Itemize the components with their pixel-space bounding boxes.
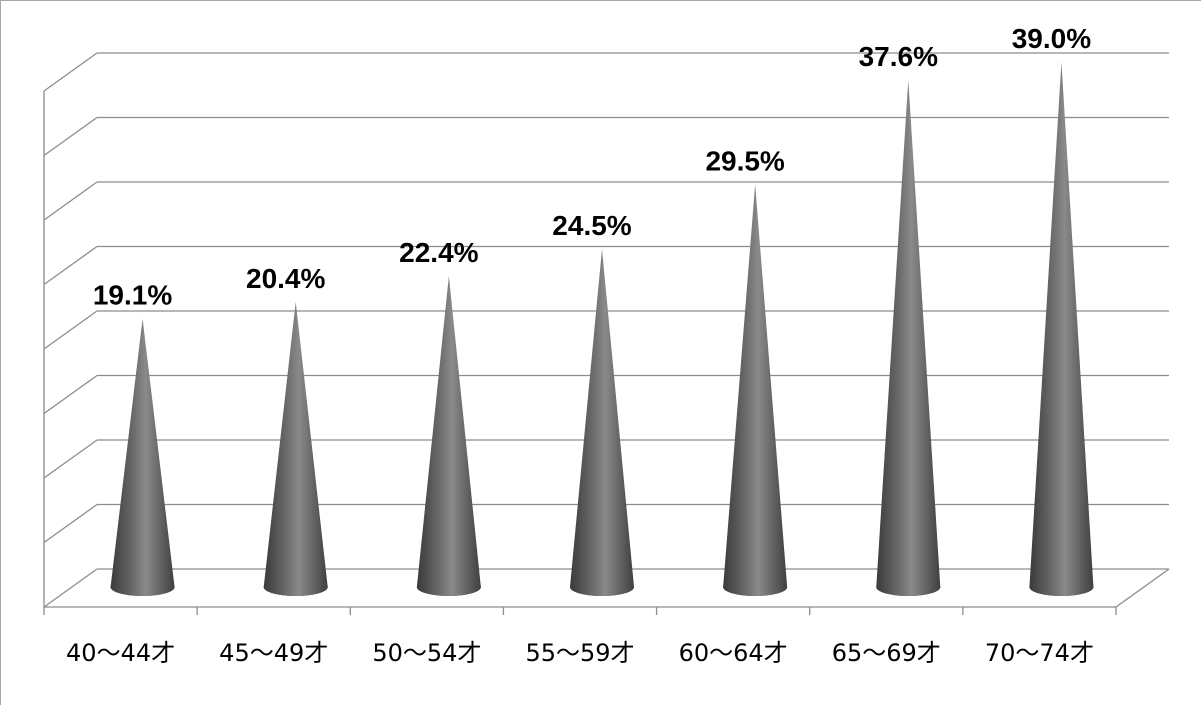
cone-bar [1029, 61, 1094, 596]
cone-body [876, 79, 941, 596]
data-label: 24.5% [552, 210, 631, 241]
cone-bar [570, 248, 634, 596]
data-label: 29.5% [705, 145, 784, 176]
cone-body [416, 276, 481, 596]
side-gridline [43, 503, 98, 544]
category-label: 70〜74才 [985, 639, 1094, 667]
cone-bar [263, 301, 328, 596]
category-label: 65〜69才 [832, 639, 941, 667]
category-label: 55〜59才 [525, 639, 634, 667]
side-gridline [43, 568, 98, 608]
data-label: 19.1% [93, 280, 172, 311]
cone-body [263, 301, 328, 596]
side-gridline [43, 439, 98, 479]
cone-bar [876, 79, 941, 596]
cone-bar [110, 318, 175, 596]
cone-body [570, 248, 634, 596]
data-label: 37.6% [859, 41, 938, 72]
cone-bar [723, 184, 788, 596]
data-label: 20.4% [246, 263, 325, 294]
side-gridline [43, 245, 98, 286]
cone-body [1029, 61, 1094, 596]
side-gridline [43, 52, 98, 92]
data-labels: 19.1% 20.4% 22.4% 24.5% 29.5% 37.6% 39.0% [93, 23, 1091, 311]
cone-bar [416, 276, 481, 596]
floor-right-edge [1115, 568, 1170, 608]
category-axis [43, 568, 1170, 615]
category-label: 60〜64才 [679, 639, 788, 667]
data-label: 22.4% [399, 237, 478, 268]
side-gridline [43, 374, 98, 415]
category-labels: 40〜44才 45〜49才 50〜54才 55〜59才 60〜64才 65〜69才 70〜7… [66, 639, 1094, 667]
data-label: 39.0% [1012, 23, 1091, 54]
side-gridline [43, 116, 98, 157]
cone-body [110, 318, 175, 596]
category-label: 50〜54才 [372, 639, 481, 667]
cones [110, 61, 1094, 596]
side-gridline [43, 181, 98, 221]
side-gridline [43, 310, 98, 350]
cone-body [723, 184, 788, 596]
category-label: 40〜44才 [66, 639, 175, 667]
category-label: 45〜49才 [219, 639, 328, 667]
